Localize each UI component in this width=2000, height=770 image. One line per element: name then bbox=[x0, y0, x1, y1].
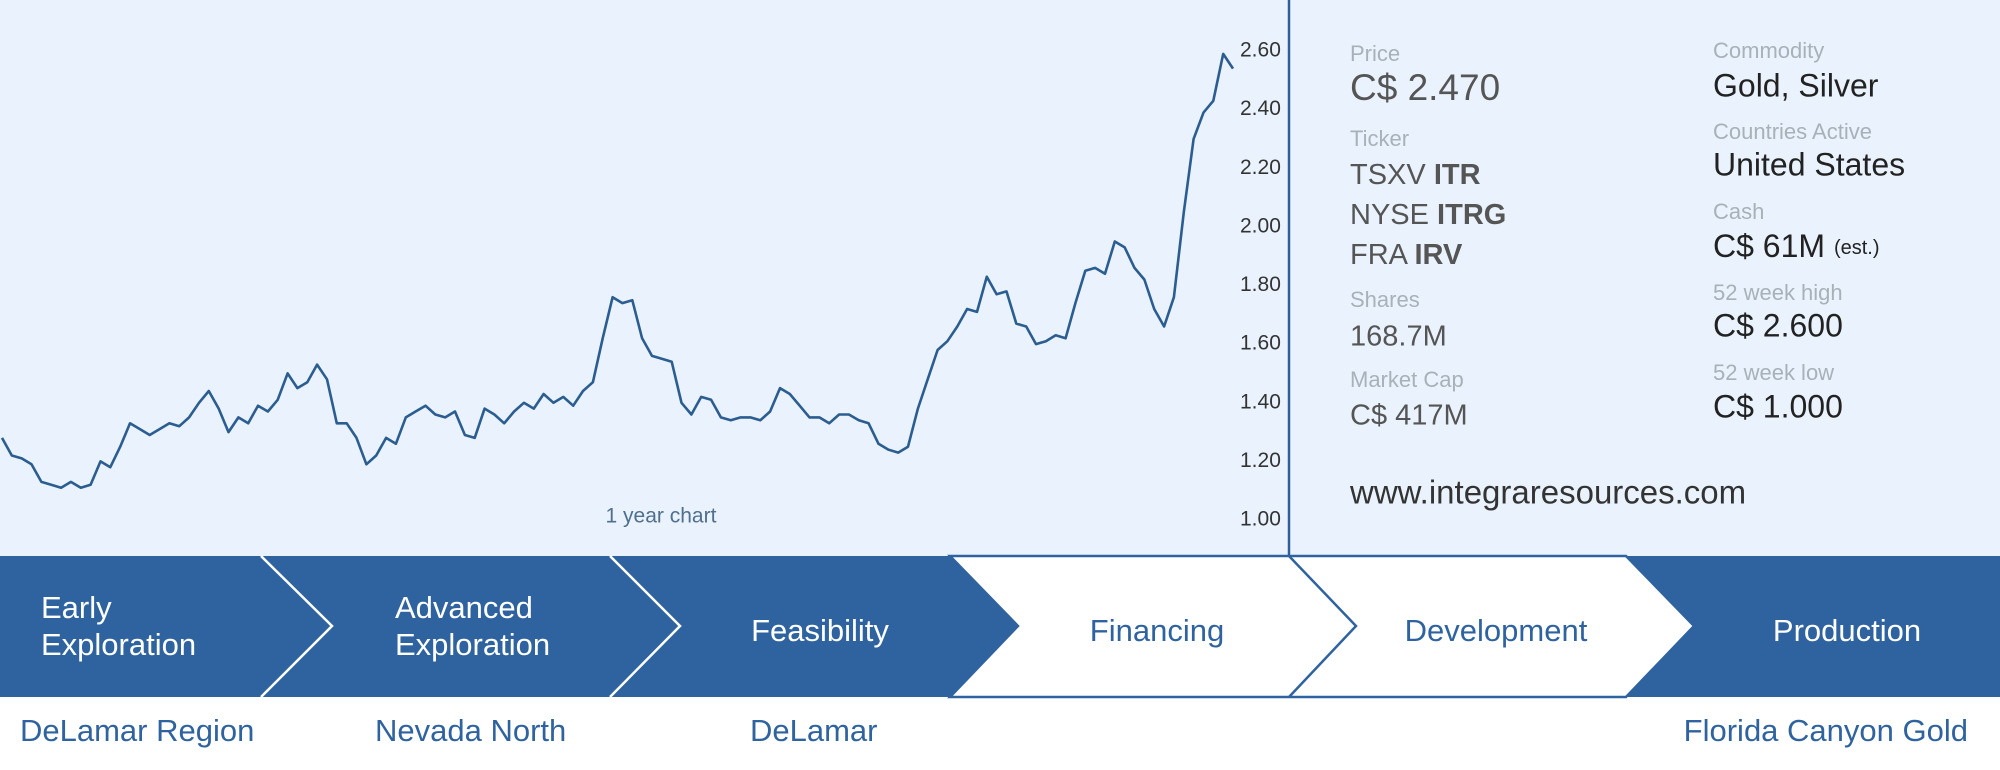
stage-label: Advanced bbox=[395, 590, 533, 625]
project-label: Florida Canyon Gold bbox=[1684, 713, 1968, 748]
symbol: ITRG bbox=[1437, 199, 1506, 231]
stage-label: Exploration bbox=[41, 627, 196, 662]
ticker: NYSE ITRG bbox=[1350, 199, 1506, 231]
info-value: C$ 61M (est.) bbox=[1713, 228, 1880, 264]
cash-note: (est.) bbox=[1834, 237, 1880, 259]
stage-open bbox=[947, 554, 1696, 699]
chevron-divider bbox=[609, 555, 682, 698]
info-value: C$ 417M bbox=[1350, 400, 1468, 432]
info-label: Countries Active bbox=[1713, 119, 1872, 144]
cash-value: C$ 61M bbox=[1713, 228, 1825, 264]
info-label: Ticker bbox=[1350, 126, 1409, 151]
symbol: ITR bbox=[1434, 159, 1481, 191]
stage-label: Early bbox=[41, 590, 112, 625]
y-tick-label: 2.40 bbox=[1240, 97, 1281, 120]
project-label: DeLamar bbox=[750, 713, 878, 748]
info-value: C$ 2.600 bbox=[1713, 307, 1843, 343]
symbol: IRV bbox=[1414, 239, 1462, 271]
info-label: 52 week low bbox=[1713, 360, 1834, 385]
info-label: Cash bbox=[1713, 199, 1764, 224]
info-label: Commodity bbox=[1713, 38, 1824, 63]
info-value: www.integraresources.com bbox=[1349, 474, 1746, 511]
y-tick-label: 2.00 bbox=[1240, 214, 1281, 237]
y-tick-label: 1.40 bbox=[1240, 390, 1281, 413]
chevron-divider bbox=[1288, 555, 1358, 698]
project-label: DeLamar Region bbox=[20, 713, 254, 748]
exchange: TSXV bbox=[1350, 159, 1426, 191]
info-label: Shares bbox=[1350, 287, 1420, 312]
info-value: C$ 1.000 bbox=[1713, 388, 1843, 424]
exchange: NYSE bbox=[1350, 199, 1429, 231]
stage-label: Feasibility bbox=[751, 613, 889, 648]
stage-label: Financing bbox=[1090, 613, 1224, 648]
ticker: FRA IRV bbox=[1350, 239, 1463, 271]
info-value: Gold, Silver bbox=[1713, 67, 1879, 103]
stage-label: Development bbox=[1405, 613, 1588, 648]
info-label: Price bbox=[1350, 41, 1400, 66]
info-value: United States bbox=[1713, 146, 1905, 182]
y-tick-label: 2.20 bbox=[1240, 156, 1281, 179]
ticker: TSXV ITR bbox=[1350, 159, 1481, 191]
stage-label: Production bbox=[1773, 613, 1921, 648]
price-line bbox=[0, 52, 1235, 490]
info-value: 168.7M bbox=[1350, 321, 1447, 353]
info-value: C$ 2.470 bbox=[1350, 67, 1500, 108]
y-tick-label: 2.60 bbox=[1240, 39, 1281, 62]
y-tick-label: 1.80 bbox=[1240, 273, 1281, 296]
chart-caption: 1 year chart bbox=[606, 505, 717, 528]
y-tick-label: 1.00 bbox=[1240, 508, 1281, 531]
info-label: Market Cap bbox=[1350, 367, 1464, 392]
info-label: 52 week high bbox=[1713, 280, 1843, 305]
y-tick-label: 1.20 bbox=[1240, 449, 1281, 472]
chevron-divider bbox=[260, 555, 334, 698]
chart-background bbox=[0, 0, 2000, 556]
y-tick-label: 1.60 bbox=[1240, 332, 1281, 355]
stage-label: Exploration bbox=[395, 627, 550, 662]
project-label: Nevada North bbox=[375, 713, 566, 748]
exchange: FRA bbox=[1350, 239, 1409, 271]
